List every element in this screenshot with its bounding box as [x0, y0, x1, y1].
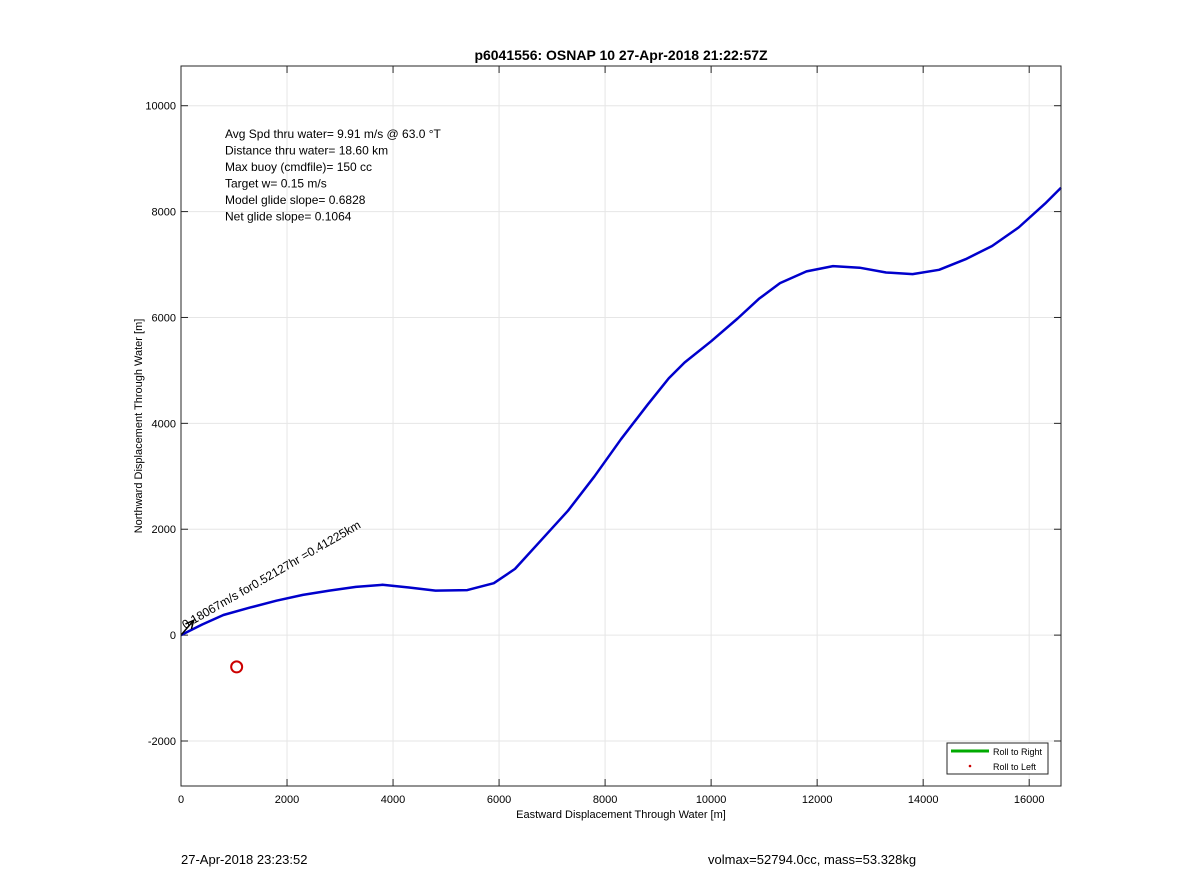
- x-tick-label: 16000: [1014, 794, 1045, 806]
- legend-box: [946, 742, 1049, 775]
- x-tick-label: 12000: [802, 794, 833, 806]
- x-tick-label: 0: [178, 794, 184, 806]
- start-marker: [230, 660, 244, 674]
- info-line: Avg Spd thru water= 9.91 m/s @ 63.0 °T: [225, 127, 442, 141]
- info-line: Net glide slope= 0.1064: [225, 210, 352, 224]
- x-tick-label: 8000: [593, 794, 617, 806]
- x-tick-label: 14000: [908, 794, 939, 806]
- plot-background: [181, 66, 1061, 786]
- legend-label-roll-right: Roll to Right: [993, 747, 1043, 757]
- info-line: Target w= 0.15 m/s: [225, 177, 327, 191]
- y-tick-label: 10000: [145, 101, 176, 113]
- y-axis-label: Northward Displacement Through Water [m]: [133, 319, 145, 534]
- grid: [180, 66, 1061, 786]
- y-tick-label: 4000: [152, 418, 176, 430]
- y-tick-label: -2000: [148, 736, 176, 748]
- x-tick-label: 6000: [487, 794, 511, 806]
- y-tick-label: 6000: [152, 312, 176, 324]
- footer-timestamp: 27-Apr-2018 23:23:52: [181, 852, 308, 867]
- legend: Roll to Right Roll to Left: [946, 742, 1049, 775]
- x-tick-label: 2000: [275, 794, 299, 806]
- y-tick-label: 8000: [152, 207, 176, 219]
- info-line: Model glide slope= 0.6828: [225, 193, 366, 207]
- plot-frame: [180, 65, 1062, 787]
- track-line: [180, 186, 1062, 637]
- info-line: Distance thru water= 18.60 km: [225, 144, 388, 158]
- y-tick-label: 0: [170, 630, 176, 642]
- current-arrow-shaft: [180, 619, 195, 636]
- chart-title: p6041556: OSNAP 10 27-Apr-2018 21:22:57Z: [474, 47, 768, 63]
- legend-swatch-roll-left: [968, 764, 972, 768]
- x-tick-label: 10000: [696, 794, 727, 806]
- current-arrow-head: [185, 618, 195, 630]
- info-block: Avg Spd thru water= 9.91 m/s @ 63.0 °T Di…: [225, 127, 442, 224]
- x-tick-label: 4000: [381, 794, 405, 806]
- info-line: Max buoy (cmdfile)= 150 cc: [225, 160, 372, 174]
- y-tick-label: 2000: [152, 524, 176, 536]
- legend-label-roll-left: Roll to Left: [993, 762, 1037, 772]
- x-axis-label: Eastward Displacement Through Water [m]: [516, 809, 726, 821]
- footer-volmax-mass: volmax=52794.0cc, mass=53.328kg: [708, 852, 917, 867]
- axis-ticks: 0 2000 4000 6000 8000 10000 12000 14000 16000 -20…: [145, 66, 1061, 806]
